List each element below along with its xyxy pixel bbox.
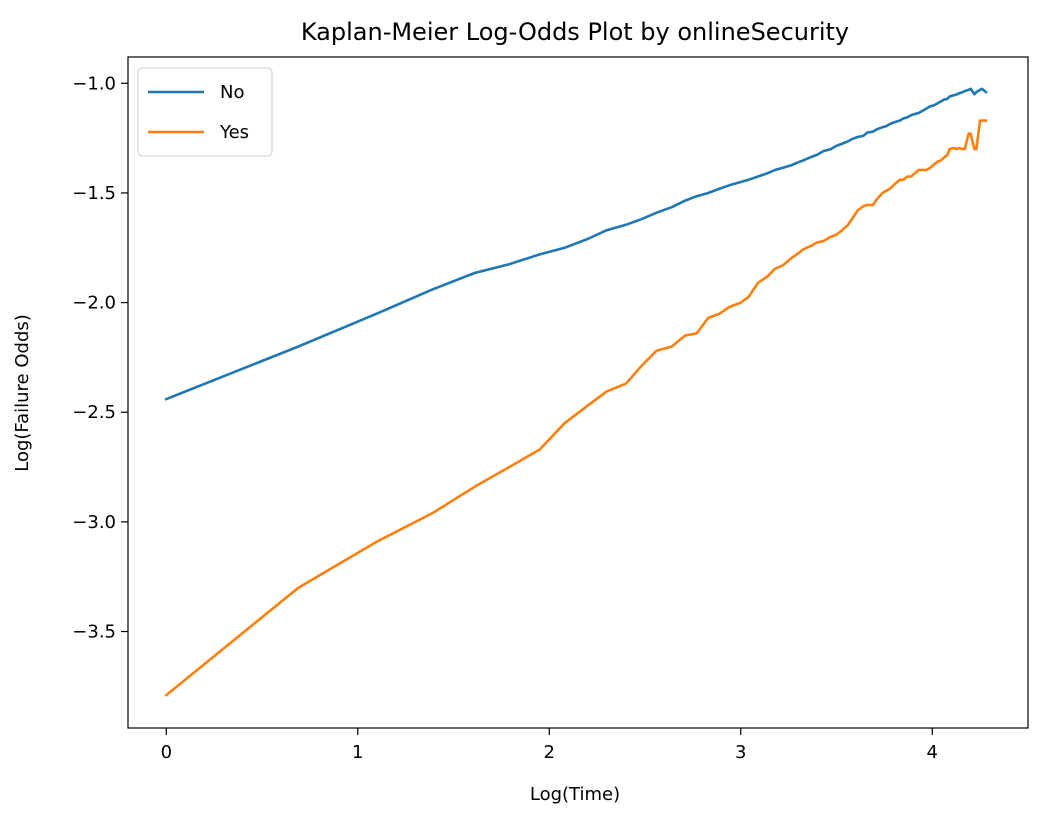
x-tick-label: 4 xyxy=(927,742,938,763)
x-tick-label: 0 xyxy=(161,742,172,763)
series-line-no xyxy=(164,87,988,401)
legend-box xyxy=(137,67,273,157)
x-tick-label: 2 xyxy=(544,742,555,763)
plot-lines xyxy=(164,87,988,697)
y-axis-ticks: −1.0 −1.5 −2.0 −2.5 −3.0 −3.5 xyxy=(72,73,128,643)
y-tick-label: −3.5 xyxy=(72,622,116,643)
x-axis-ticks: 0 1 2 3 4 xyxy=(161,728,938,763)
legend-label-no: No xyxy=(220,82,244,103)
y-tick-label: −2.0 xyxy=(72,293,116,314)
plot-frame xyxy=(127,56,1029,729)
legend: No Yes xyxy=(137,67,273,157)
chart-title: Kaplan-Meier Log-Odds Plot by onlineSecu… xyxy=(301,18,849,46)
legend-label-yes: Yes xyxy=(219,122,249,143)
y-tick-label: −1.0 xyxy=(72,73,116,94)
y-tick-label: −2.5 xyxy=(72,402,116,423)
x-axis-label: Log(Time) xyxy=(530,784,620,805)
x-tick-label: 1 xyxy=(352,742,363,763)
series-line-yes xyxy=(164,119,988,697)
x-tick-label: 3 xyxy=(735,742,746,763)
y-axis-label: Log(Failure Odds) xyxy=(12,314,33,472)
y-tick-label: −3.0 xyxy=(72,512,116,533)
y-tick-label: −1.5 xyxy=(72,183,116,204)
